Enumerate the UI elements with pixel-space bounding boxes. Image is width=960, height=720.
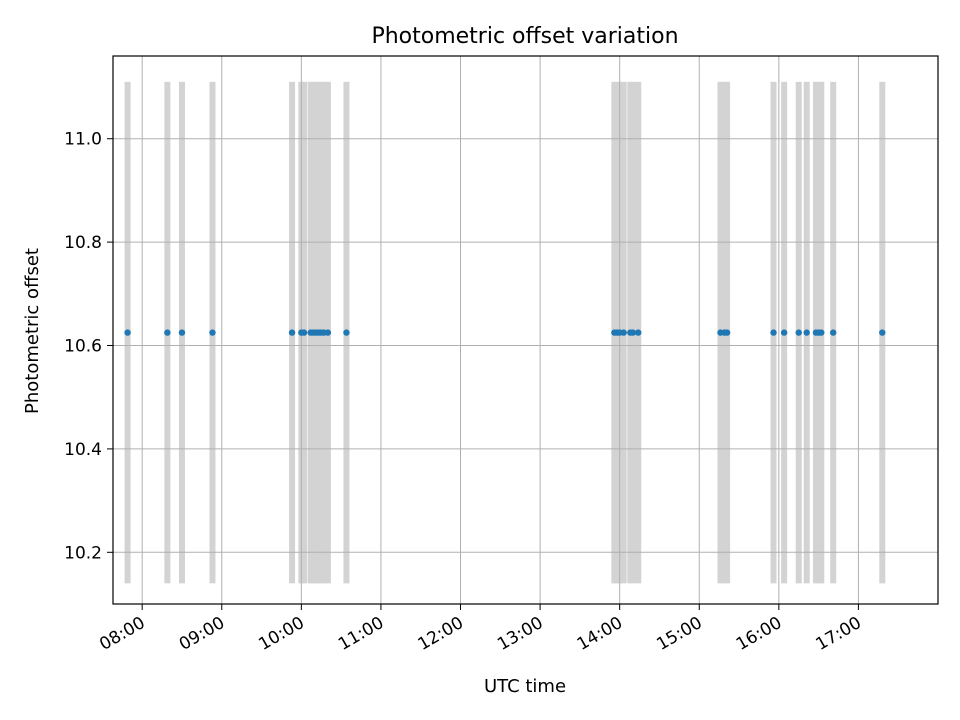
data-point	[770, 329, 777, 336]
x-tick-label: 14:00	[574, 613, 626, 655]
data-point	[324, 329, 332, 336]
data-point	[629, 329, 637, 336]
x-axis-label: UTC time	[484, 676, 566, 697]
y-tick-label: 10.6	[64, 337, 102, 357]
data-point	[723, 329, 731, 336]
x-tick-label: 09:00	[176, 613, 228, 655]
data-point	[795, 329, 802, 336]
data-point	[830, 329, 837, 336]
y-axis-label: Photometric offset	[22, 248, 43, 414]
data-point	[164, 329, 171, 336]
data-point	[288, 329, 296, 336]
data-point	[124, 329, 131, 336]
data-point	[300, 329, 308, 336]
x-tick-label: 10:00	[255, 613, 307, 655]
y-tick-label: 10.4	[64, 440, 102, 460]
chart-title: Photometric offset variation	[371, 24, 678, 49]
data-point	[209, 329, 216, 336]
data-point	[803, 329, 810, 336]
data-point	[780, 329, 788, 336]
data-point	[178, 329, 186, 336]
data-points	[124, 329, 886, 336]
y-tick-label: 11.0	[64, 130, 102, 150]
data-point	[635, 329, 642, 336]
y-tick-label: 10.2	[64, 543, 102, 563]
x-tick-label: 15:00	[653, 613, 705, 655]
x-tick-label: 12:00	[415, 613, 467, 655]
x-tick-label: 17:00	[812, 613, 864, 655]
y-tick-label: 10.8	[64, 233, 102, 253]
x-tick-label: 11:00	[335, 613, 387, 655]
x-tick-label: 08:00	[96, 613, 148, 655]
data-point	[620, 329, 627, 336]
x-tick-label: 13:00	[494, 613, 546, 655]
plot-frame	[112, 55, 939, 605]
data-point	[879, 329, 886, 336]
data-point	[818, 329, 825, 336]
x-tick-label: 16:00	[733, 613, 785, 655]
data-point	[343, 329, 350, 336]
